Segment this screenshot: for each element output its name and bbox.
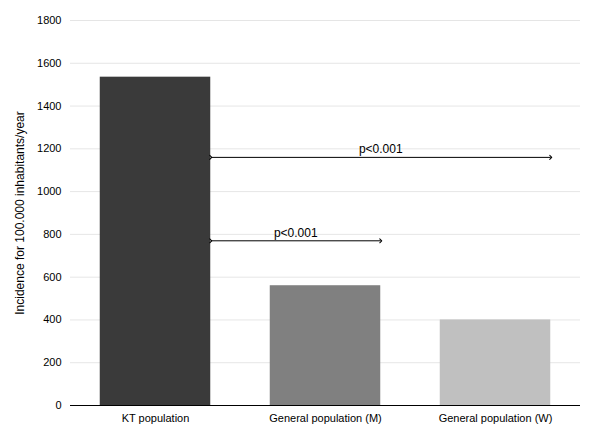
svg-text:400: 400 <box>43 313 61 325</box>
svg-text:p<0.001: p<0.001 <box>359 142 403 156</box>
svg-text:800: 800 <box>43 228 61 240</box>
svg-text:200: 200 <box>43 356 61 368</box>
svg-text:1200: 1200 <box>37 142 61 154</box>
svg-text:General population (M): General population (M) <box>269 412 382 424</box>
svg-text:1400: 1400 <box>37 100 61 112</box>
svg-text:p<0.001: p<0.001 <box>274 226 318 240</box>
svg-text:600: 600 <box>43 271 61 283</box>
svg-text:1800: 1800 <box>37 14 61 26</box>
svg-text:General population (W): General population (W) <box>439 412 553 424</box>
svg-text:1000: 1000 <box>37 185 61 197</box>
svg-text:KT population: KT population <box>122 412 190 424</box>
svg-text:Incidence for 100.000 inhabita: Incidence for 100.000 inhabitants/year <box>13 111 27 314</box>
svg-text:1600: 1600 <box>37 57 61 69</box>
svg-text:0: 0 <box>55 399 61 411</box>
